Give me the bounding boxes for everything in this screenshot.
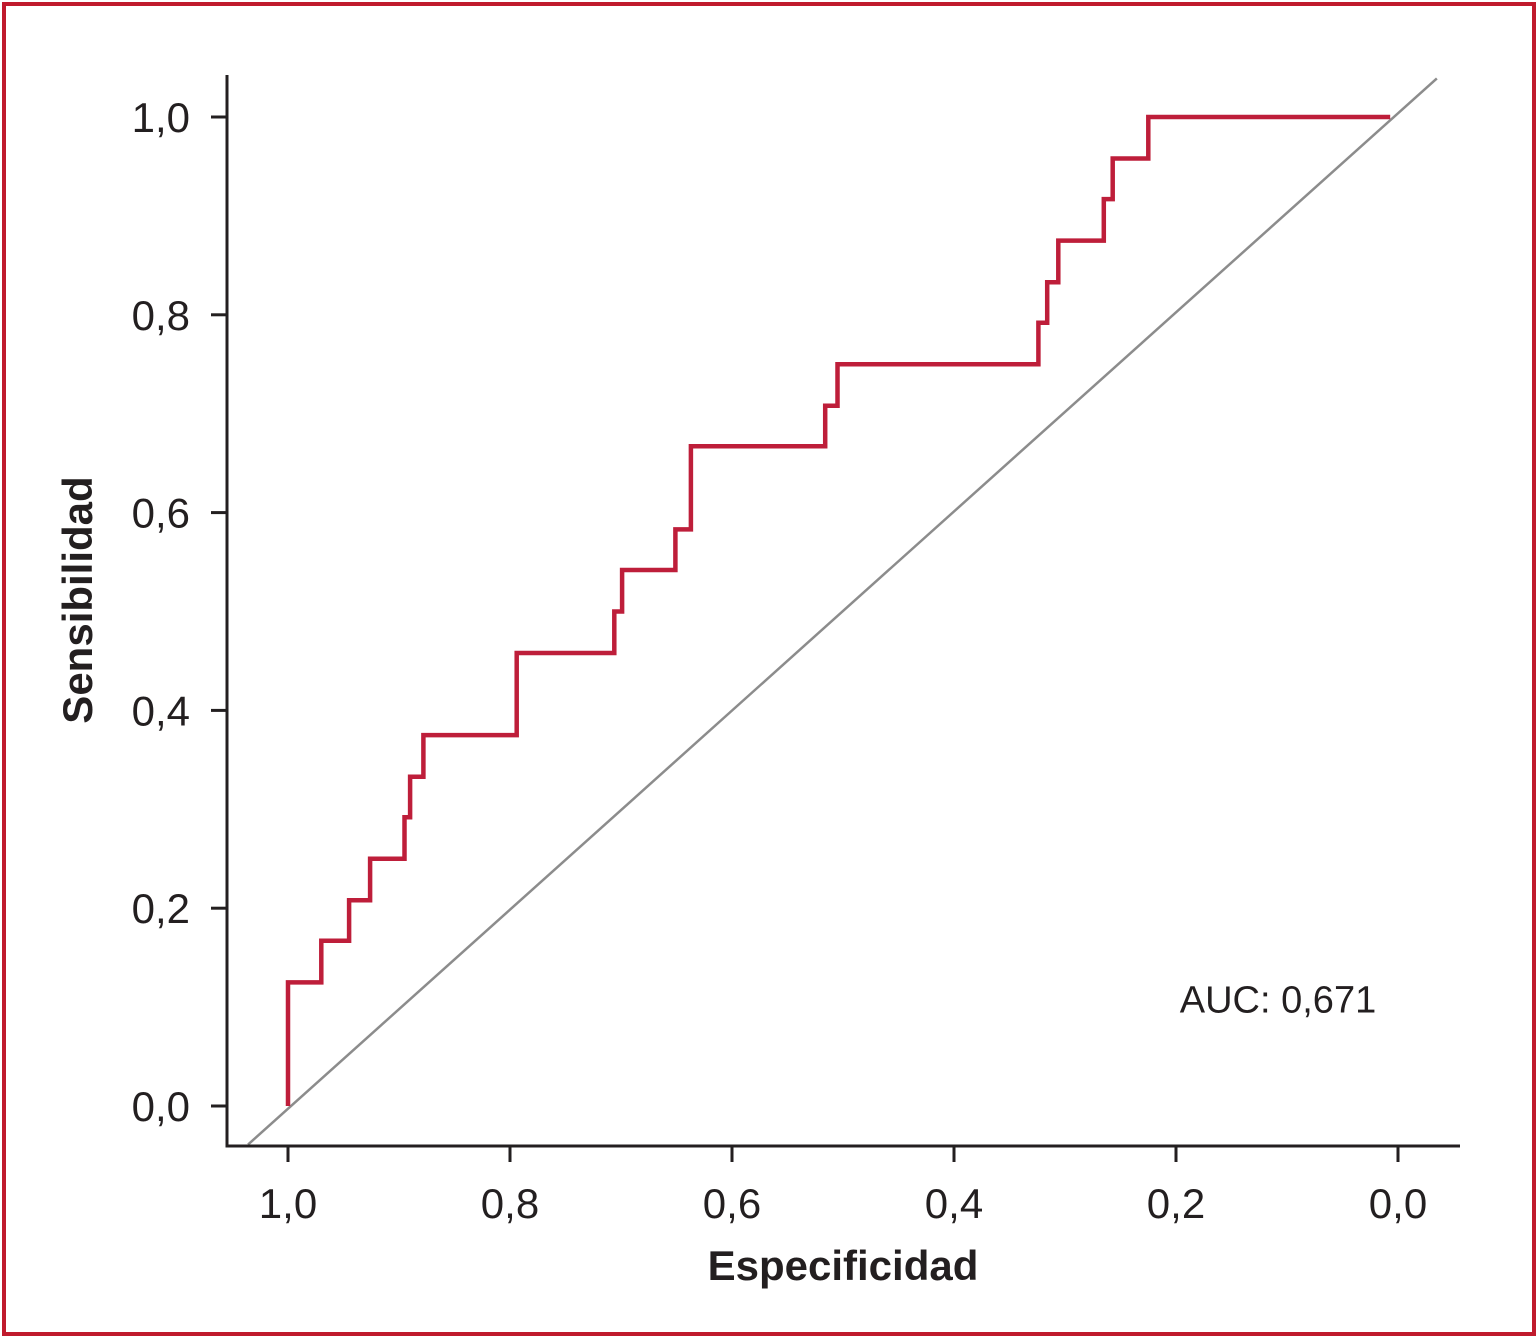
auc-annotation: AUC: 0,671 [1179, 979, 1377, 1022]
roc-curve-line [285, 114, 1391, 1106]
x-axis-tick-label: 0,2 [1147, 1180, 1205, 1227]
x-axis-tick-label: 0,6 [703, 1180, 761, 1227]
y-axis-tick-label: 0,8 [132, 292, 190, 339]
y-axis-tick-label: 0,6 [132, 490, 190, 537]
x-axis-tick-label: 0,4 [925, 1180, 983, 1227]
y-axis-tick-label: 0,4 [132, 687, 190, 734]
reference-diagonal-line [247, 77, 1438, 1146]
x-axis-tick-label: 1,0 [259, 1180, 317, 1227]
y-axis-title: Sensibilidad [54, 476, 101, 724]
x-axis-tick-label: 0,8 [481, 1180, 539, 1227]
x-axis-title: Especificidad [707, 1242, 979, 1289]
x-axis-tick-label: 0,0 [1369, 1180, 1427, 1227]
y-axis-tick-label: 0,2 [132, 885, 190, 932]
y-axis-tick-label: 1,0 [132, 94, 190, 141]
axes-lines [225, 75, 1460, 1148]
y-axis-tick-label: 0,0 [132, 1083, 190, 1130]
